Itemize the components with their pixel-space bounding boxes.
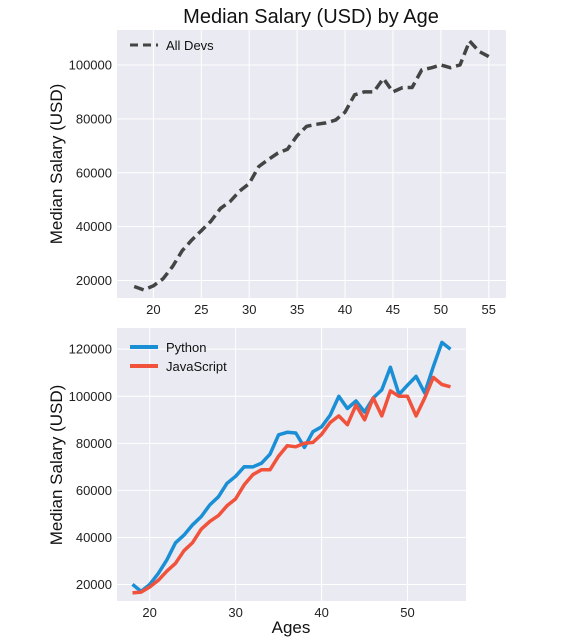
x-tick-label: 20 — [146, 302, 160, 317]
x-tick-label: 40 — [338, 302, 352, 317]
y-tick-label: 60000 — [76, 165, 112, 180]
x-axis-label-bottom: Ages — [272, 618, 311, 637]
x-tick-label: 25 — [194, 302, 208, 317]
y-tick-label: 100000 — [69, 58, 112, 73]
y-tick-label: 20000 — [76, 273, 112, 288]
y-tick-label: 60000 — [76, 483, 112, 498]
y-tick-label: 40000 — [76, 219, 112, 234]
x-tick-label: 55 — [482, 302, 496, 317]
x-tick-label: 50 — [400, 605, 414, 620]
y-tick-label: 120000 — [69, 342, 112, 357]
x-tick-label: 35 — [290, 302, 304, 317]
x-tick-label: 45 — [386, 302, 400, 317]
y-tick-label: 80000 — [76, 111, 112, 126]
legend-label-javascript: JavaScript — [166, 359, 227, 374]
y-tick-label: 80000 — [76, 436, 112, 451]
y-tick-label: 20000 — [76, 577, 112, 592]
x-tick-label: 30 — [242, 302, 256, 317]
x-tick-label: 30 — [228, 605, 242, 620]
legend-label-all-devs: All Devs — [166, 38, 214, 53]
x-tick-label: 20 — [142, 605, 156, 620]
chart-title: Median Salary (USD) by Age — [183, 6, 439, 28]
y-tick-label: 40000 — [76, 530, 112, 545]
y-axis-label-bottom: Median Salary (USD) — [47, 385, 66, 546]
chart-top: Median Salary (USD) by Age 20 25 30 35 40 45 5… — [47, 6, 506, 317]
y-axis-label-top: Median Salary (USD) — [47, 84, 66, 245]
chart-bottom: 20 30 40 50 20000 40000 60000 80000 100000 120000… — [47, 328, 466, 637]
y-tick-label: 100000 — [69, 389, 112, 404]
legend-label-python: Python — [166, 340, 206, 355]
x-tick-label: 50 — [434, 302, 448, 317]
x-tick-label: 40 — [314, 605, 328, 620]
plot-area-top — [117, 30, 506, 298]
